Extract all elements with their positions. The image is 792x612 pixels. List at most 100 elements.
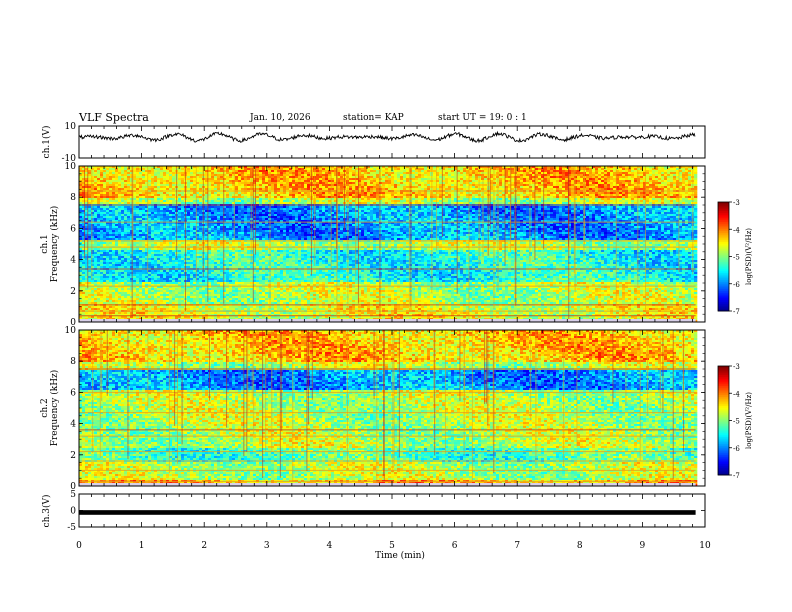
spectrogram-cell xyxy=(349,170,352,172)
spectrogram-cell xyxy=(610,168,613,170)
spectrogram-cell xyxy=(235,176,238,178)
spectrogram-cell xyxy=(187,178,190,180)
spectrogram-cell xyxy=(484,174,487,176)
spectrogram-cell xyxy=(142,174,145,176)
spectrogram-cell xyxy=(523,176,526,178)
spectrogram-cell xyxy=(655,170,658,172)
spectrogram-cell xyxy=(307,168,310,170)
spectrogram-cell xyxy=(601,176,604,178)
spectrogram-cell xyxy=(301,174,304,176)
spectrogram-cell xyxy=(151,170,154,172)
spectrogram-cell xyxy=(88,182,91,184)
spectrogram-cell xyxy=(139,178,142,180)
spectrogram-cell xyxy=(415,172,418,174)
spectrogram-cell xyxy=(220,180,223,182)
spectrogram-cell xyxy=(112,178,115,180)
spectrogram-cell xyxy=(364,180,367,182)
spectrogram-cell xyxy=(88,178,91,180)
spectrogram-cell xyxy=(127,174,130,176)
spectrogram-cell xyxy=(115,182,118,184)
spectrogram-cell xyxy=(136,168,139,170)
spectrogram-cell xyxy=(166,170,169,172)
spectrogram-cell xyxy=(439,172,442,174)
spectrogram-cell xyxy=(373,178,376,180)
spectrogram-cell xyxy=(406,178,409,180)
spectrogram-cell xyxy=(178,168,181,170)
spectrogram-cell xyxy=(382,180,385,182)
spectrogram-cell xyxy=(106,178,109,180)
spectrogram-cell xyxy=(628,172,631,174)
spectrogram-cell xyxy=(610,176,613,178)
spectrogram-cell xyxy=(103,174,106,176)
spectrogram-cell xyxy=(553,180,556,182)
spectrogram-cell xyxy=(364,172,367,174)
spectrogram-cell xyxy=(151,178,154,180)
spectrogram-cell xyxy=(187,172,190,174)
spectrogram-cell xyxy=(463,178,466,180)
spectrogram-cell xyxy=(631,174,634,176)
spectrogram-cell xyxy=(274,178,277,180)
vlf-spectra-figure: 10-100246810024681050-5ch.1(V)ch.1Freque… xyxy=(0,0,792,612)
spectrogram-cell xyxy=(127,178,130,180)
spectrogram-cell xyxy=(370,180,373,182)
spectrogram-cell xyxy=(241,174,244,176)
spectrogram-cell xyxy=(511,176,514,178)
spectrogram-cell xyxy=(115,176,118,178)
spectrogram-cell xyxy=(217,180,220,182)
spectrogram-cell xyxy=(238,176,241,178)
spectrogram-cell xyxy=(289,170,292,172)
spectrogram-cell xyxy=(628,180,631,182)
spectrogram-cell xyxy=(181,182,184,184)
spectrogram-cell xyxy=(103,170,106,172)
spectrogram-cell xyxy=(427,172,430,174)
spectrogram-cell xyxy=(556,170,559,172)
spectrogram-cell xyxy=(445,178,448,180)
spectrogram-cell xyxy=(385,174,388,176)
spectrogram-cell xyxy=(112,172,115,174)
spectrogram-cell xyxy=(571,174,574,176)
spectrogram-cell xyxy=(472,176,475,178)
spectrogram-cell xyxy=(244,170,247,172)
spectrogram-cell xyxy=(262,168,265,170)
spectrogram-cell xyxy=(232,182,235,184)
spectrogram-cell xyxy=(412,170,415,172)
spectrogram-cell xyxy=(286,178,289,180)
spectrogram-cell xyxy=(304,170,307,172)
spectrogram-cell xyxy=(547,174,550,176)
spectrogram-cell xyxy=(190,174,193,176)
spectrogram-cell xyxy=(589,174,592,176)
spectrogram-cell xyxy=(277,178,280,180)
spectrogram-cell xyxy=(592,174,595,176)
spectrogram-cell xyxy=(169,170,172,172)
spectrogram-cell xyxy=(301,176,304,178)
spectrogram-cell xyxy=(181,174,184,176)
spectrogram-cell xyxy=(598,180,601,182)
spectrogram-cell xyxy=(472,172,475,174)
spectrogram-cell xyxy=(610,172,613,174)
spectrogram-cell xyxy=(556,180,559,182)
spectrogram-cell xyxy=(661,170,664,172)
spectrogram-cell xyxy=(694,176,697,178)
spectrogram-cell xyxy=(118,176,121,178)
spectrogram-cell xyxy=(640,168,643,170)
spectrogram-cell xyxy=(610,178,613,180)
spectrogram-cell xyxy=(274,172,277,174)
spectrogram-cell xyxy=(226,168,229,170)
spectrogram-cell xyxy=(601,180,604,182)
spectrogram-cell xyxy=(265,174,268,176)
spectrogram-cell xyxy=(421,168,424,170)
spectrogram-cell xyxy=(571,180,574,182)
spectrogram-cell xyxy=(433,176,436,178)
spectrogram-cell xyxy=(607,168,610,170)
spectrogram-cell xyxy=(283,180,286,182)
spectrogram-cell xyxy=(580,178,583,180)
spectrogram-cell xyxy=(325,176,328,178)
spectrogram-cell xyxy=(133,168,136,170)
spectrogram-cell xyxy=(106,174,109,176)
spectrogram-cell xyxy=(649,176,652,178)
spectrogram-cell xyxy=(448,172,451,174)
spectrogram-cell xyxy=(499,180,502,182)
spectrogram-cell xyxy=(664,180,667,182)
spectrogram-cell xyxy=(421,178,424,180)
spectrogram-cell xyxy=(160,178,163,180)
